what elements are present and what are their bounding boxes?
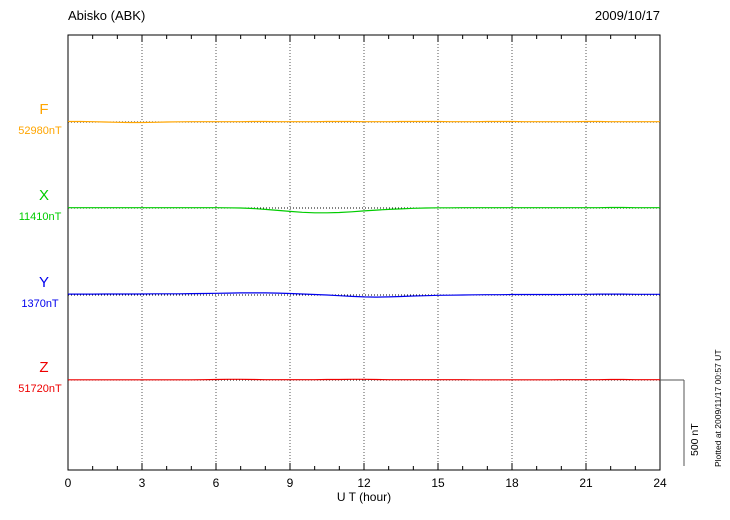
x-tick-label: 6 [213, 476, 220, 490]
x-tick-label: 0 [65, 476, 72, 490]
trace-X [68, 206, 660, 214]
x-tick-label: 15 [431, 476, 445, 490]
series-label-Y: Y [38, 274, 49, 291]
station-title: Abisko (ABK) [68, 8, 146, 23]
x-tick-label: 18 [505, 476, 519, 490]
series-baseline-value-Y: 1370nT [21, 298, 59, 310]
series-label-Z: Z [39, 359, 49, 376]
series-label-F: F [39, 101, 49, 118]
x-axis-label: U T (hour) [336, 490, 392, 504]
plot-frame [67, 34, 661, 471]
x-tick-label: 24 [653, 476, 667, 490]
trace-Z [68, 378, 660, 381]
series-baseline-value-X: 11410nT [18, 211, 62, 223]
plotted-at-note: Plotted at 2009/11/17 00:57 UT [713, 349, 723, 467]
trace-Y [68, 292, 660, 298]
series-baseline-value-Z: 51720nT [18, 383, 62, 395]
x-tick-label: 12 [357, 476, 371, 490]
plot-date: 2009/10/17 [594, 8, 660, 23]
series-label-X: X [38, 187, 49, 204]
x-tick-label: 3 [139, 476, 146, 490]
x-tick-label: 21 [579, 476, 593, 490]
scale-bar-label: 500 nT [689, 423, 701, 456]
trace-F [68, 120, 660, 124]
series-baseline-value-F: 52980nT [18, 125, 62, 137]
x-tick-label: 9 [287, 476, 294, 490]
